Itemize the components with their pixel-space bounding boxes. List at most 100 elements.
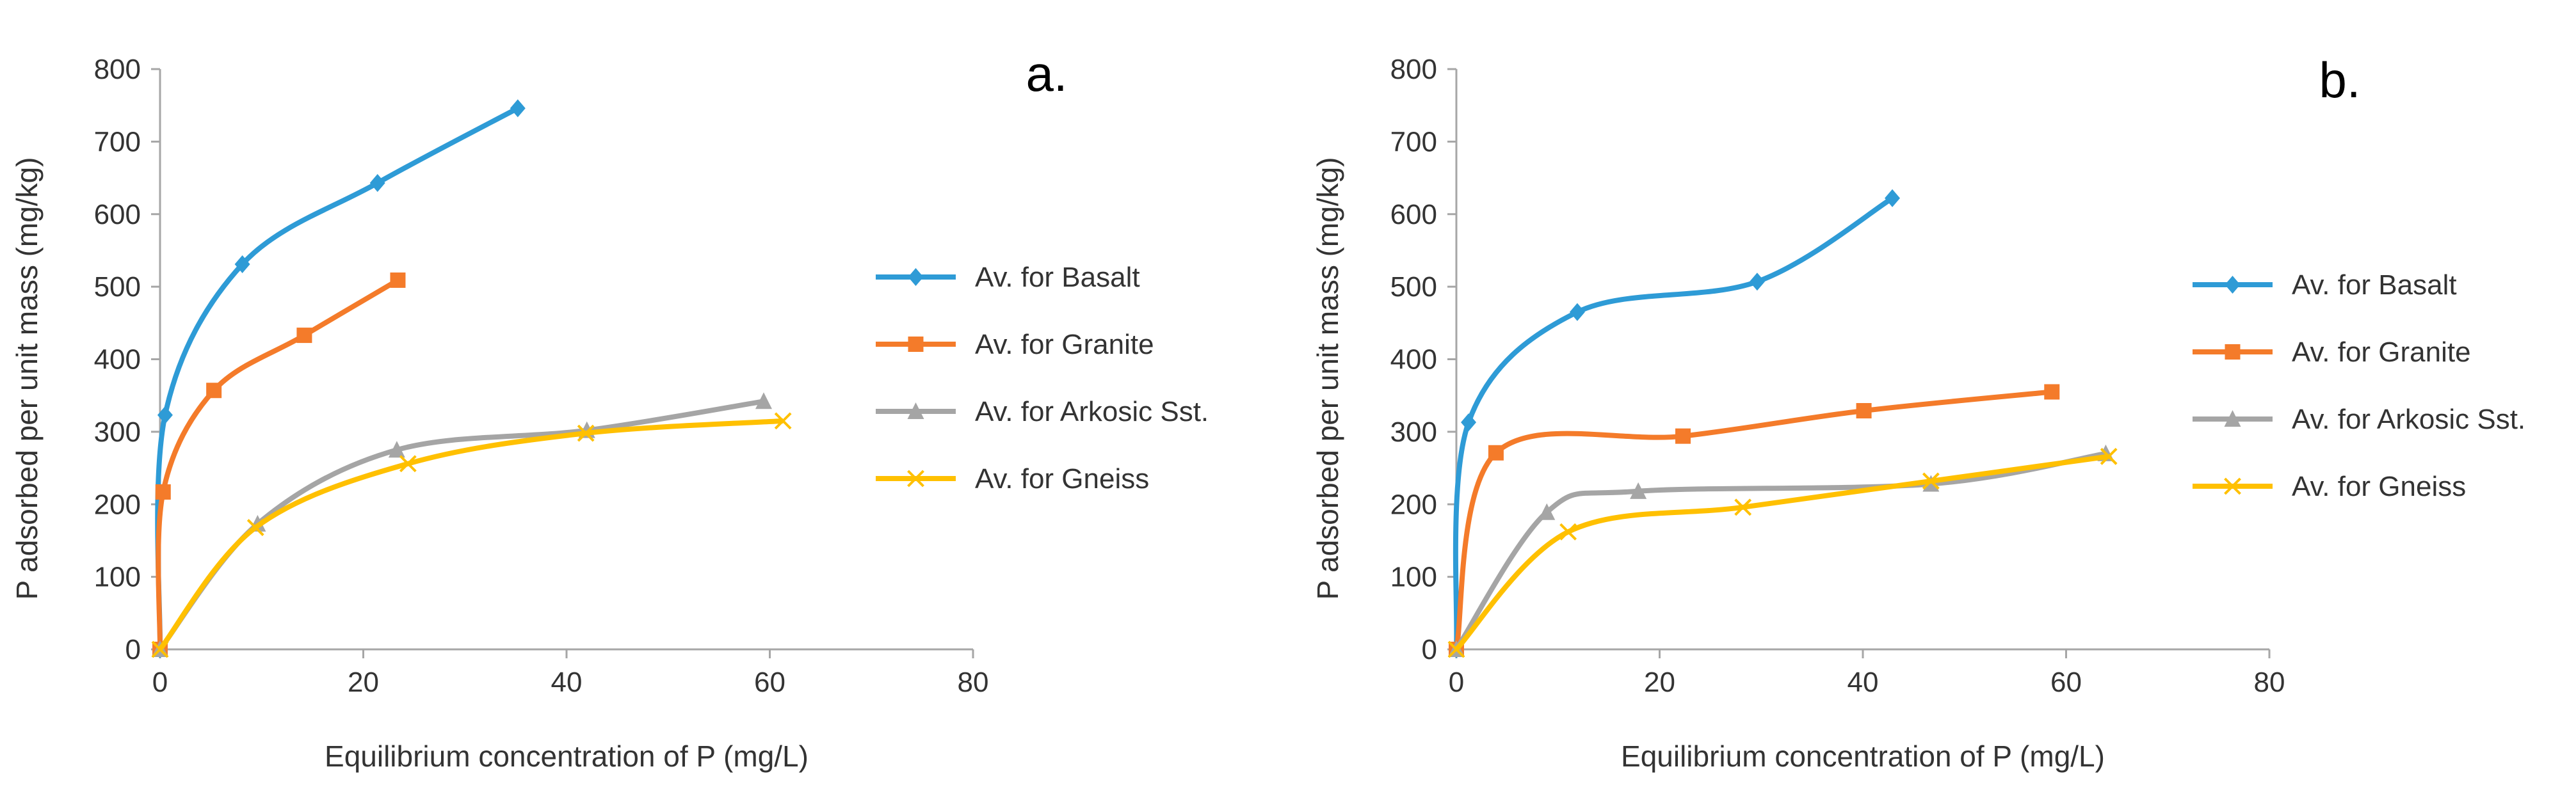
data-point (2044, 384, 2060, 400)
legend-entry: Av. for Granite (876, 329, 1154, 360)
series-av-for-arkosic-sst (152, 392, 772, 657)
x-marker-stroke (774, 412, 792, 430)
x-marker-stroke (2100, 448, 2118, 465)
data-point (234, 255, 250, 273)
chart-panel-b: 0 100 200 300 400 500 600 700 800 0 20 40 60 80 Equili… (1311, 52, 2525, 773)
data-point (2100, 448, 2118, 465)
data-point (390, 272, 406, 288)
series-av-for-arkosic-sst (1448, 444, 2114, 657)
data-point (755, 392, 772, 409)
data-point (151, 640, 169, 658)
legend-label: Av. for Gneiss (2292, 471, 2466, 502)
legend-label: Av. for Gneiss (975, 463, 1149, 495)
data-point (1749, 273, 1765, 291)
series-line (1454, 389, 2052, 650)
data-point (1630, 482, 1647, 499)
series-line (1454, 454, 2109, 651)
panel-label: b. (2319, 52, 2360, 108)
data-point (1559, 523, 1577, 541)
x-tick-label: 40 (1847, 667, 1879, 698)
series-line (155, 106, 519, 650)
legend-label: Av. for Arkosic Sst. (2292, 404, 2525, 435)
chart-panel-a: 0 100 200 300 400 500 600 700 800 0 20 40 60 80 Equili… (10, 45, 1209, 773)
y-tick-label: 100 (1390, 562, 1437, 593)
x-marker-stroke (577, 424, 595, 442)
x-tick-label: 60 (754, 667, 785, 698)
legend-label: Av. for Basalt (2292, 269, 2457, 301)
x-marker-stroke (399, 455, 417, 473)
y-axis-title: P adsorbed per unit mass (mg/kg) (10, 157, 44, 599)
data-point (1675, 428, 1691, 444)
data-point (1922, 472, 1940, 490)
legend-marker (2224, 477, 2241, 495)
x-marker-stroke (2224, 477, 2241, 495)
x-tick-label: 80 (958, 667, 989, 698)
series-line (1453, 196, 1894, 650)
legend-entry: Av. for Arkosic Sst. (2193, 404, 2525, 435)
series-line (157, 399, 764, 651)
legend-label: Av. for Granite (975, 329, 1154, 360)
data-point (399, 455, 417, 473)
y-tick-label: 600 (1390, 199, 1437, 230)
y-tick-label: 0 (125, 634, 141, 665)
legend-label: Av. for Granite (2292, 337, 2471, 368)
legend-marker (908, 268, 924, 286)
data-point (206, 383, 222, 399)
y-axis-title: P adsorbed per unit mass (mg/kg) (1311, 157, 1344, 599)
x-tick-label: 20 (348, 667, 379, 698)
y-tick-label: 300 (1390, 416, 1437, 448)
y-tick-label: 700 (94, 126, 141, 157)
legend-marker (908, 337, 924, 352)
data-point (510, 99, 526, 118)
legend-label: Av. for Arkosic Sst. (975, 396, 1209, 427)
legend-marker (907, 402, 924, 419)
data-point (369, 173, 385, 192)
legend-marker (907, 470, 924, 488)
legend-entry: Av. for Gneiss (2193, 471, 2466, 502)
x-axis-title: Equilibrium concentration of P (mg/L) (1621, 740, 2105, 773)
x-marker-stroke (907, 470, 924, 488)
legend-entry: Av. for Granite (2193, 337, 2471, 368)
x-marker-stroke (151, 640, 169, 658)
data-point (1856, 402, 1872, 418)
y-tick-label: 800 (1390, 54, 1437, 85)
y-tick-label: 400 (94, 344, 141, 376)
panel-label: a. (1026, 45, 1067, 102)
data-point (1447, 640, 1465, 658)
data-point (577, 424, 595, 442)
y-tick-label: 700 (1390, 126, 1437, 157)
data-point (388, 441, 405, 458)
data-point (155, 484, 171, 500)
y-tick-label: 300 (94, 416, 141, 448)
x-marker-stroke (1447, 640, 1465, 658)
series-av-for-granite (152, 272, 406, 657)
y-tick-label: 500 (1390, 271, 1437, 303)
series-av-for-basalt (1449, 189, 1901, 658)
x-tick-label: 0 (152, 667, 168, 698)
x-tick-label: 40 (551, 667, 583, 698)
series-av-for-gneiss (151, 412, 792, 658)
legend-entry: Av. for Arkosic Sst. (876, 396, 1209, 427)
legend-marker (2224, 410, 2241, 427)
y-tick-label: 200 (94, 489, 141, 520)
y-tick-label: 0 (1422, 634, 1437, 665)
series-line (1454, 450, 2107, 651)
y-tick-label: 400 (1390, 344, 1437, 376)
y-tick-label: 600 (94, 199, 141, 230)
data-point (1885, 189, 1901, 207)
x-marker-stroke (1559, 523, 1577, 541)
data-point (774, 412, 792, 430)
legend-marker (2225, 344, 2241, 360)
x-marker-stroke (1922, 472, 1940, 490)
data-point (1569, 303, 1585, 321)
data-point (296, 328, 312, 344)
series-av-for-gneiss (1447, 448, 2118, 658)
x-tick-label: 60 (2050, 667, 2082, 698)
x-tick-label: 80 (2254, 667, 2285, 698)
data-point (1734, 498, 1752, 516)
y-tick-label: 800 (94, 54, 141, 85)
legend-entry: Av. for Basalt (876, 262, 1140, 293)
data-point (1538, 503, 1556, 520)
x-tick-label: 20 (1644, 667, 1675, 698)
